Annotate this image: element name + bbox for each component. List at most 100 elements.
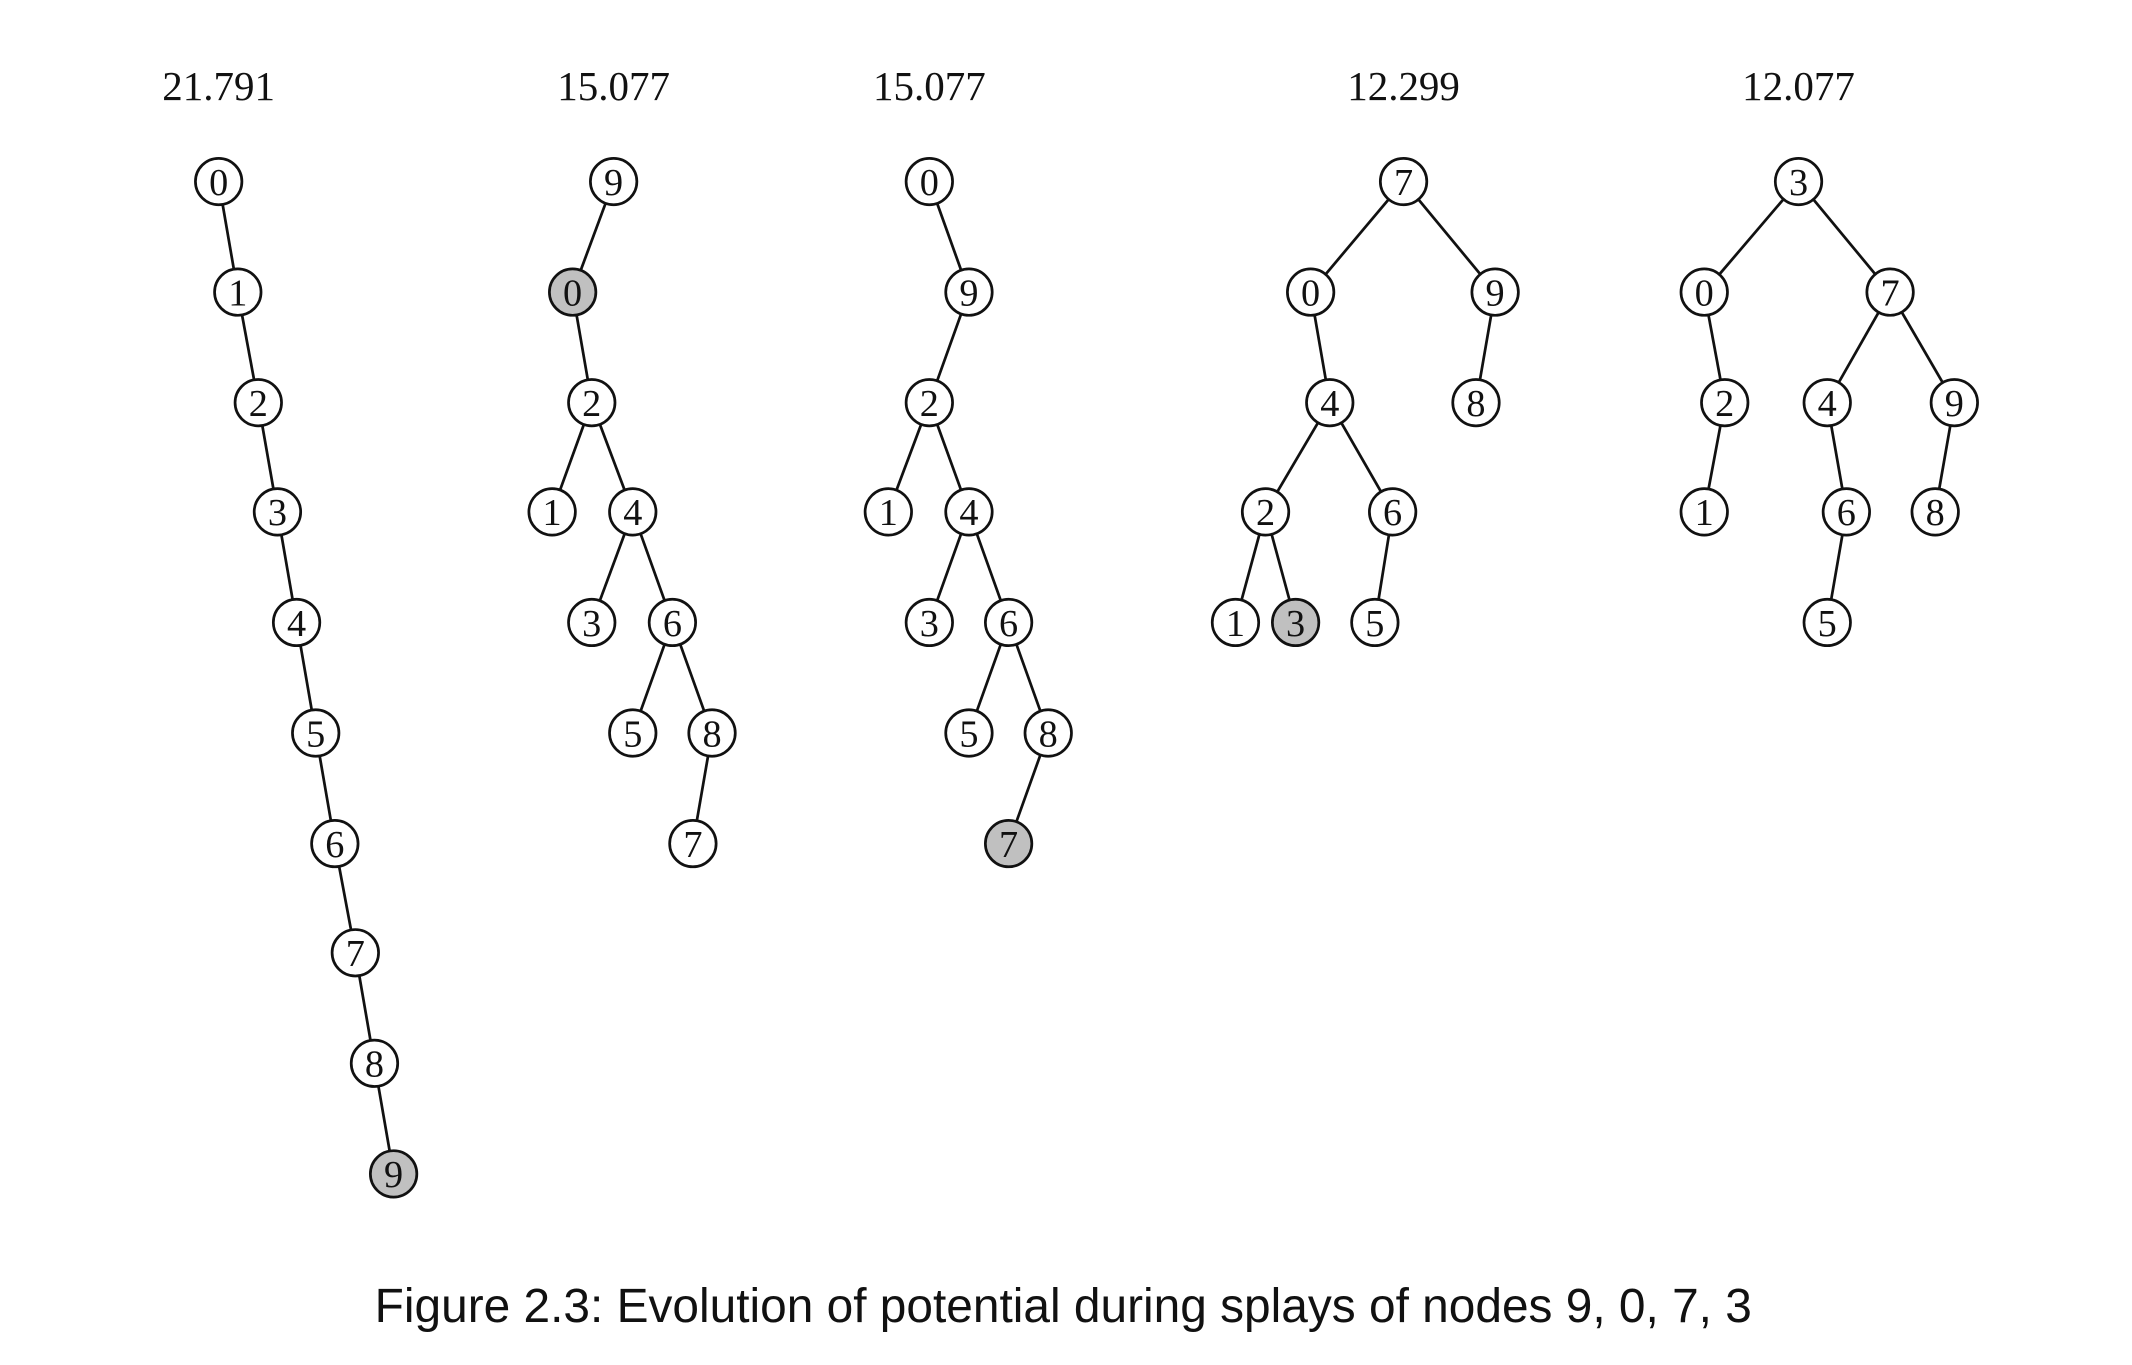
- node: [1679, 267, 1729, 317]
- edge: [1718, 198, 1785, 276]
- edge: [1276, 421, 1320, 493]
- edge: [1829, 534, 1844, 600]
- edge: [579, 202, 607, 271]
- edge: [975, 533, 1003, 602]
- node-label: 9: [384, 1154, 403, 1196]
- node: [271, 597, 322, 648]
- node: [608, 708, 658, 758]
- node-label: 6: [1383, 492, 1402, 534]
- node: [608, 487, 658, 537]
- node-label: 8: [1039, 713, 1058, 755]
- node: [349, 1038, 400, 1088]
- edge: [639, 643, 666, 712]
- edge: [1812, 198, 1877, 276]
- edge: [1313, 314, 1328, 381]
- node: [1271, 597, 1321, 648]
- node-label: 8: [365, 1044, 384, 1086]
- node-label: 3: [582, 603, 601, 645]
- node-label: 1: [228, 272, 247, 314]
- node: [668, 819, 718, 869]
- node-label: 5: [1365, 603, 1384, 645]
- edge: [260, 425, 275, 490]
- edge: [1900, 311, 1944, 384]
- node: [984, 597, 1034, 648]
- node-label: 1: [879, 492, 898, 534]
- node: [567, 597, 617, 648]
- node: [944, 708, 994, 758]
- edge: [935, 202, 963, 271]
- node: [1821, 487, 1871, 537]
- node-label: 2: [249, 383, 268, 425]
- node-label: 4: [1818, 383, 1837, 425]
- node: [944, 487, 994, 537]
- caption: Figure 2.3: Evolution of potential durin…: [375, 1280, 1752, 1333]
- edge: [1707, 425, 1722, 490]
- edge: [357, 975, 372, 1041]
- node: [567, 378, 617, 428]
- node-label: 2: [1715, 383, 1734, 425]
- node-label: 7: [346, 933, 365, 975]
- node-label: 3: [1286, 603, 1305, 645]
- edge: [240, 314, 256, 381]
- node: [1700, 378, 1750, 428]
- node: [863, 487, 913, 537]
- node: [1350, 597, 1400, 648]
- node-label: 2: [920, 383, 939, 425]
- node-label: 0: [920, 162, 939, 204]
- node: [1865, 267, 1915, 317]
- node: [1023, 708, 1073, 758]
- edge: [1015, 754, 1042, 823]
- edge: [1340, 422, 1383, 493]
- node-label: 7: [1881, 272, 1900, 314]
- node: [1451, 378, 1501, 428]
- node-label: 4: [1320, 383, 1339, 425]
- node: [1286, 267, 1336, 317]
- node-label: 0: [1301, 272, 1320, 314]
- edge: [221, 204, 236, 270]
- node: [330, 928, 380, 978]
- edge: [318, 755, 333, 821]
- node: [944, 267, 994, 317]
- node-label: 9: [1945, 383, 1964, 425]
- node-label: 5: [306, 713, 325, 755]
- edge: [1270, 533, 1291, 601]
- edge: [1377, 534, 1391, 600]
- edge: [695, 755, 710, 821]
- edge: [678, 643, 706, 712]
- node-label: 7: [1394, 162, 1413, 204]
- node-label: 1: [1695, 492, 1714, 534]
- node: [252, 487, 303, 537]
- node-label: 6: [663, 603, 682, 645]
- node-label: 4: [959, 492, 978, 534]
- node: [1773, 156, 1824, 207]
- potential: 15.077: [873, 63, 986, 109]
- node: [1240, 487, 1291, 537]
- node: [527, 487, 577, 537]
- node-label: 3: [268, 492, 287, 534]
- node: [984, 819, 1034, 869]
- edge: [935, 424, 963, 491]
- node: [213, 267, 263, 317]
- edge: [1478, 314, 1493, 381]
- node-label: 8: [702, 713, 721, 755]
- node: [194, 156, 244, 207]
- node-label: 9: [959, 272, 978, 314]
- node: [1210, 597, 1261, 648]
- node: [647, 597, 697, 648]
- node-label: 7: [999, 824, 1018, 866]
- node: [369, 1149, 419, 1199]
- edge: [280, 534, 294, 600]
- node: [1929, 378, 1979, 428]
- edge: [1837, 311, 1880, 384]
- edge: [558, 424, 586, 491]
- edge: [598, 533, 626, 602]
- node-label: 9: [1486, 272, 1505, 314]
- node: [1910, 487, 1960, 537]
- edge: [337, 866, 353, 931]
- node-label: 9: [604, 162, 623, 204]
- node: [589, 156, 639, 207]
- node: [1679, 487, 1729, 537]
- node-label: 6: [325, 824, 344, 866]
- edge: [1707, 314, 1722, 381]
